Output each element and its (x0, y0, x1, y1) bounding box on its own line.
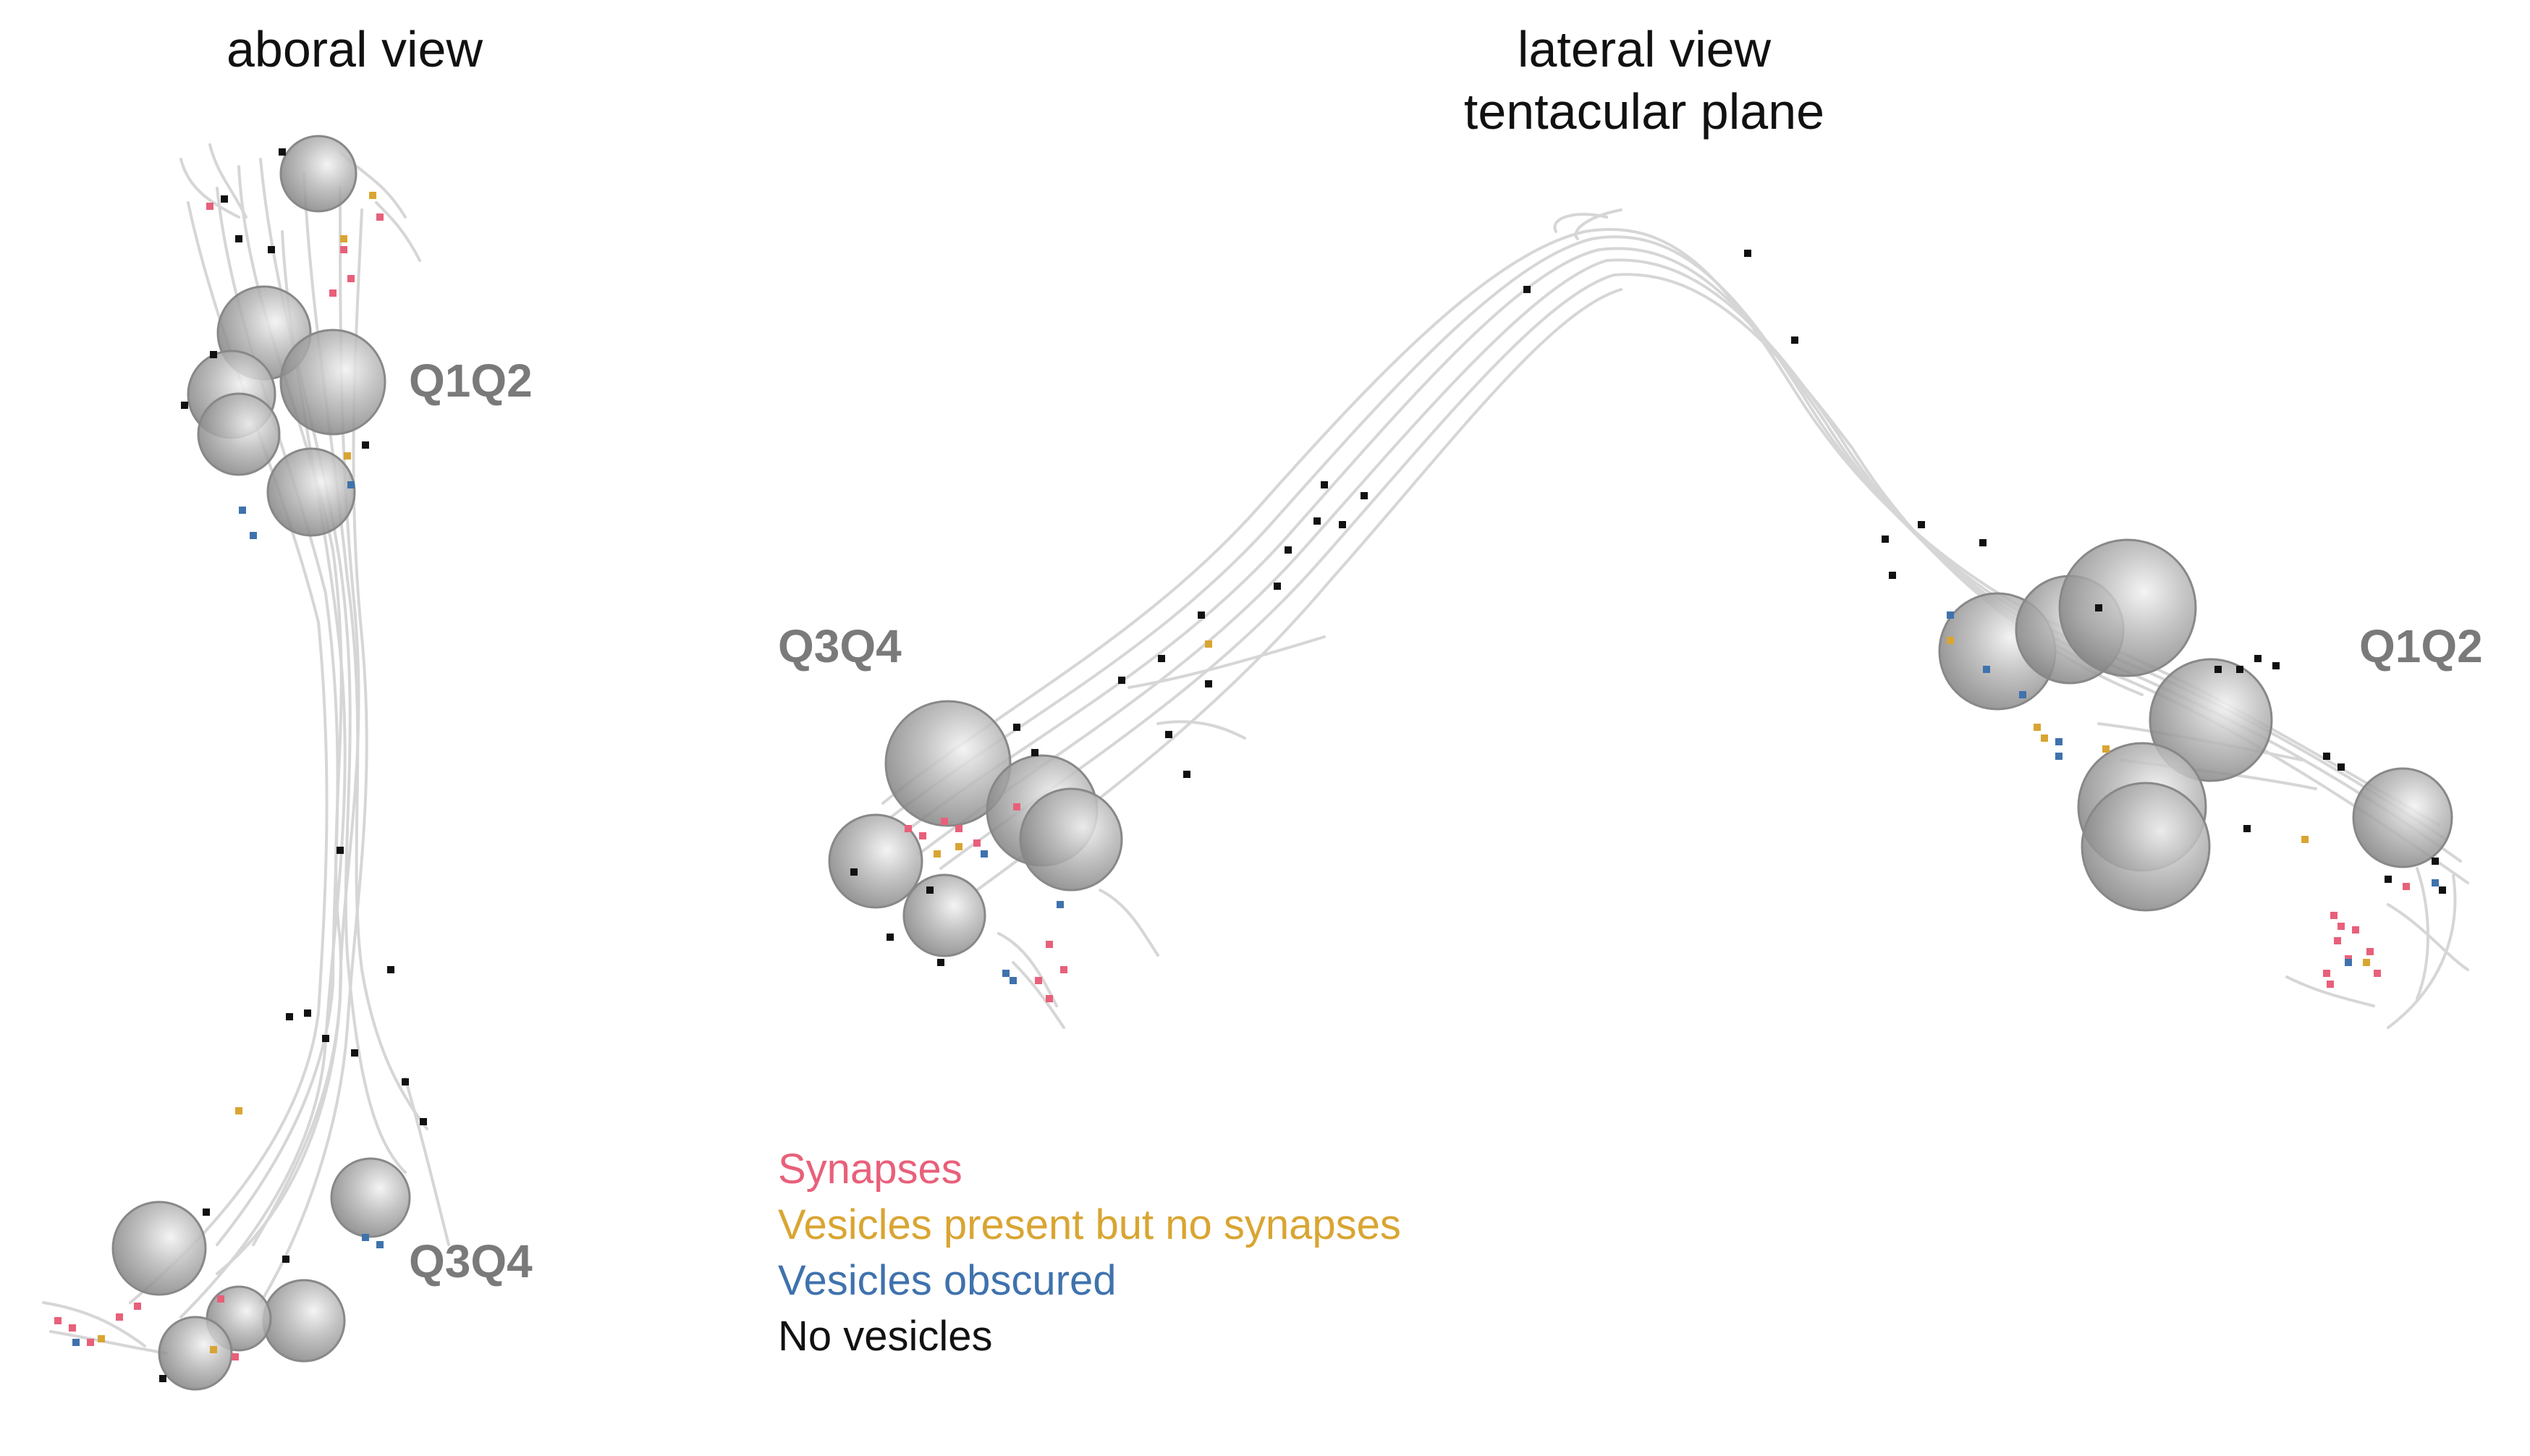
soma (2058, 538, 2197, 677)
lateral-view-panel: lateral view tentacular plane Q3Q4 Q1Q2 (778, 21, 2483, 1029)
soma (2149, 658, 2273, 782)
region-label-q3q4-aboral: Q3Q4 (409, 1235, 533, 1287)
lateral-view-title: lateral view (1518, 21, 1772, 77)
soma (330, 1157, 411, 1238)
soma (111, 1201, 207, 1296)
soma (262, 1279, 346, 1363)
legend-no-vesicles: No vesicles (778, 1313, 993, 1360)
soma (197, 392, 281, 476)
region-label-q3q4-lateral: Q3Q4 (778, 620, 902, 672)
soma (158, 1316, 233, 1391)
aboral-view-title: aboral view (227, 21, 483, 77)
soma (279, 329, 386, 436)
soma (1019, 787, 1123, 892)
aboral-view-panel: aboral view Q1Q2 Q3Q4 (42, 21, 533, 1391)
soma (266, 447, 356, 537)
legend-vesicles-present: Vesicles present but no synapses (778, 1201, 1401, 1248)
soma (828, 813, 923, 909)
soma (2081, 782, 2211, 912)
lateral-view-subtitle: tentacular plane (1464, 83, 1824, 140)
lateral-neurite-bundle (881, 208, 2469, 1029)
region-label-q1q2-lateral: Q1Q2 (2359, 620, 2483, 672)
soma (2352, 767, 2453, 868)
legend-synapses: Synapses (778, 1146, 962, 1193)
aboral-vesicle-obscured-markers (72, 481, 384, 1346)
lateral-vesicle-present-markers (934, 637, 2370, 966)
lateral-vesicle-obscured-markers (981, 611, 2439, 984)
lateral-no-vesicle-markers (850, 250, 2446, 966)
region-label-q1q2-aboral: Q1Q2 (409, 355, 533, 407)
aboral-no-vesicle-markers (159, 148, 427, 1382)
aboral-vesicle-present-markers (98, 192, 376, 1353)
aboral-synapse-markers (54, 203, 384, 1360)
soma (902, 873, 986, 957)
lateral-cell-bodies (828, 538, 2453, 957)
marker-legend: Synapses Vesicles present but no synapse… (778, 1146, 1401, 1360)
aboral-cell-bodies (111, 135, 411, 1391)
soma (279, 135, 358, 213)
soma (884, 700, 1012, 827)
legend-vesicles-obscured: Vesicles obscured (778, 1257, 1116, 1304)
